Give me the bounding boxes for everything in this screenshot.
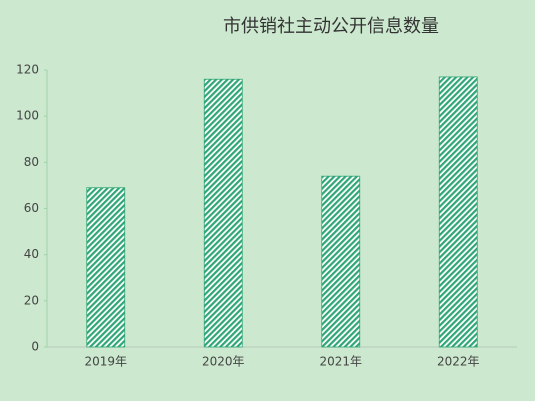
x-tick-label: 2021年 bbox=[319, 355, 362, 369]
y-tick-label: 40 bbox=[24, 247, 39, 261]
bar bbox=[203, 78, 243, 348]
x-tick-label: 2019年 bbox=[84, 355, 127, 369]
y-tick-label: 0 bbox=[31, 340, 39, 354]
y-tick-label: 20 bbox=[24, 293, 39, 307]
y-tick-label: 100 bbox=[16, 109, 39, 123]
x-tick-label: 2020年 bbox=[202, 355, 245, 369]
y-tick-label: 80 bbox=[24, 155, 39, 169]
bar bbox=[438, 76, 478, 348]
x-tick-label: 2022年 bbox=[437, 355, 480, 369]
bar bbox=[321, 175, 361, 348]
y-tick-label: 60 bbox=[24, 201, 39, 215]
y-tick-label: 120 bbox=[16, 63, 39, 77]
bar bbox=[86, 187, 126, 348]
chart-title: 市供销社主动公开信息数量 bbox=[223, 16, 439, 37]
